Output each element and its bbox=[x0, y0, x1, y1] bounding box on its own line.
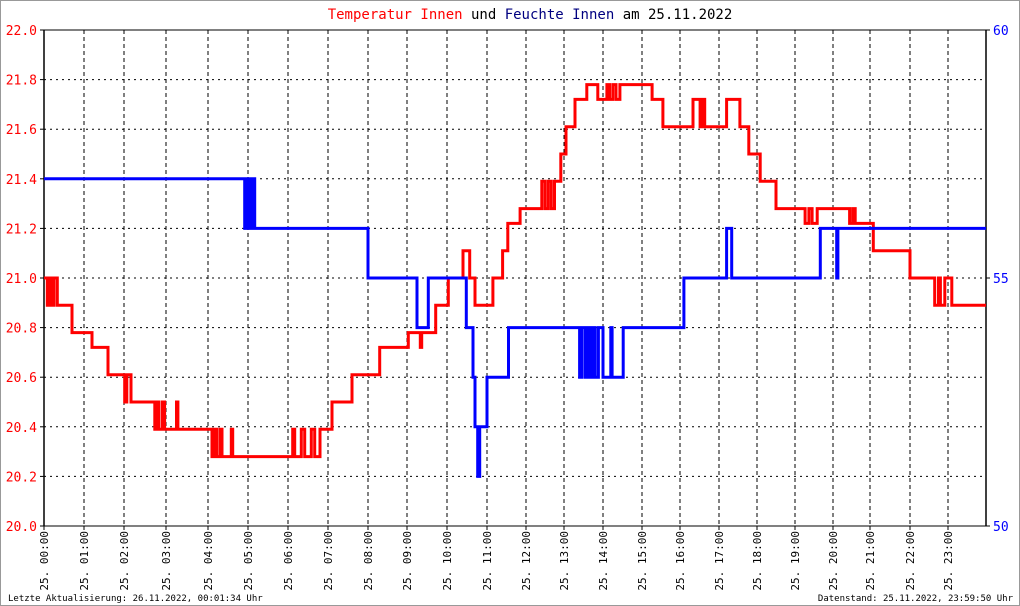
x-tick-label: 25. 18:00 bbox=[751, 531, 764, 591]
chart-title: Temperatur Innen und Feuchte Innen am 25… bbox=[328, 7, 733, 23]
x-tick-label: 25. 05:00 bbox=[242, 531, 255, 591]
x-tick-label: 25. 13:00 bbox=[558, 531, 571, 591]
x-tick-label: 25. 20:00 bbox=[827, 531, 840, 591]
x-tick-label: 25. 14:00 bbox=[597, 531, 610, 591]
y-left-tick-label: 21.0 bbox=[6, 272, 37, 287]
title-humidity: Feuchte Innen bbox=[505, 7, 615, 23]
y-left-tick-label: 20.0 bbox=[6, 520, 37, 535]
axes bbox=[40, 29, 990, 530]
y-left-tick-label: 21.8 bbox=[6, 74, 37, 89]
series-group bbox=[44, 83, 986, 478]
x-tick-label: 25. 06:00 bbox=[282, 531, 295, 591]
x-tick-label: 25. 04:00 bbox=[202, 531, 215, 591]
data-status-text: Datenstand: 25.11.2022, 23:59:50 Uhr bbox=[818, 594, 1014, 604]
y-right-tick-label: 50 bbox=[993, 520, 1009, 535]
x-tick-label: 25. 16:00 bbox=[674, 531, 687, 591]
humidity-series-line bbox=[44, 177, 986, 478]
y-left-tick-label: 21.6 bbox=[6, 123, 37, 138]
x-tick-label: 25. 19:00 bbox=[789, 531, 802, 591]
y-left-tick-label: 21.4 bbox=[6, 173, 37, 188]
x-tick-label: 25. 07:00 bbox=[322, 531, 335, 591]
y-left-tick-label: 20.6 bbox=[6, 371, 37, 386]
x-tick-label: 25. 17:00 bbox=[713, 531, 726, 591]
y-left-tick-label: 20.8 bbox=[6, 322, 37, 337]
temperature-series-line bbox=[44, 83, 986, 459]
x-tick-label: 25. 23:00 bbox=[942, 531, 955, 591]
x-tick-label: 25. 02:00 bbox=[118, 531, 131, 591]
y-left-tick-label: 20.4 bbox=[6, 421, 37, 436]
x-tick-label: 25. 11:00 bbox=[481, 531, 494, 591]
x-tick-label: 25. 21:00 bbox=[864, 531, 877, 591]
tick-labels: 20.0 20.2 20.4 20.6 20.8 21.0 21.2 21.4 21.6 21.8… bbox=[6, 24, 1009, 591]
y-right-tick-label: 60 bbox=[993, 24, 1009, 39]
last-update-text: Letzte Aktualisierung: 26.11.2022, 00:01… bbox=[8, 594, 263, 604]
x-tick-label: 25. 10:00 bbox=[441, 531, 454, 591]
title-date: am 25.11.2022 bbox=[614, 7, 732, 23]
x-tick-label: 25. 22:00 bbox=[904, 531, 917, 591]
title-temperature: Temperatur Innen bbox=[328, 7, 463, 23]
title-and: und bbox=[463, 7, 505, 23]
x-tick-label: 25. 01:00 bbox=[78, 531, 91, 591]
x-tick-label: 25. 12:00 bbox=[520, 531, 533, 591]
x-tick-label: 25. 03:00 bbox=[160, 531, 173, 591]
x-tick-label: 25. 08:00 bbox=[362, 531, 375, 591]
y-left-tick-label: 22.0 bbox=[6, 24, 37, 39]
x-tick-label: 25. 09:00 bbox=[401, 531, 414, 591]
x-tick-label: 25. 00:00 bbox=[38, 531, 51, 591]
x-tick-label: 25. 15:00 bbox=[636, 531, 649, 591]
y-left-tick-label: 21.2 bbox=[6, 222, 37, 237]
y-left-tick-label: 20.2 bbox=[6, 470, 37, 485]
y-right-tick-label: 55 bbox=[993, 272, 1009, 287]
